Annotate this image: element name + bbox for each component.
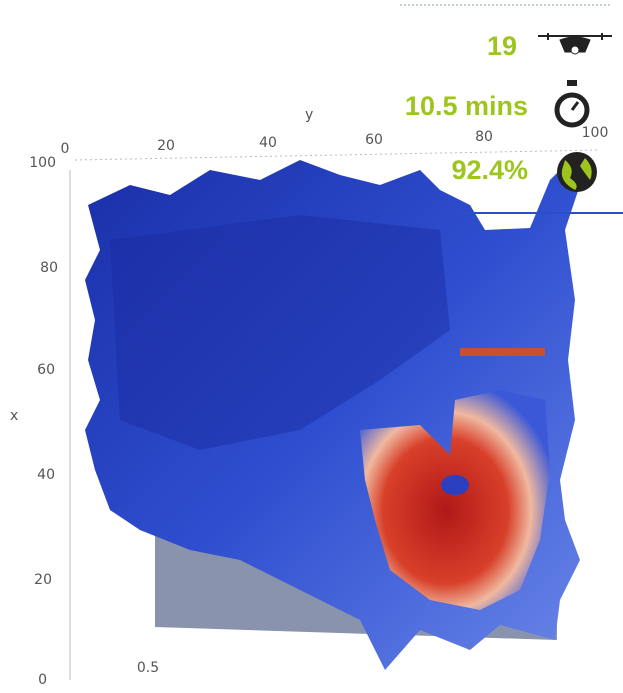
x-tick-label: 20	[34, 572, 52, 588]
x-tick-label: 0	[38, 672, 47, 688]
drone-count: 19	[487, 31, 517, 61]
y-tick-label: 20	[157, 138, 175, 154]
plot-screenshot: y x 0 20 40 60 80 100 100 80 60 40 20 0 …	[0, 0, 623, 693]
flight-time: 10.5 mins	[405, 91, 528, 121]
surface-ridge	[460, 348, 545, 356]
stopwatch-icon	[557, 80, 587, 125]
y-tick-label: 100	[582, 125, 609, 141]
x-axis-label: x	[10, 408, 18, 424]
surface-hole	[441, 475, 469, 495]
x-tick-label: 80	[40, 260, 58, 276]
y-tick-label: 80	[475, 129, 493, 145]
x-tick-label: 40	[37, 467, 55, 483]
y-tick-label: 0	[61, 141, 70, 157]
drone-icon	[538, 33, 612, 54]
x-tick-label: 60	[37, 362, 55, 378]
coverage: 92.4%	[451, 155, 528, 185]
y-axis-label: y	[305, 107, 313, 123]
y-tick-label: 60	[365, 132, 383, 148]
z-tick-label: 0.5	[137, 660, 159, 676]
globe-icon	[557, 152, 597, 192]
y-tick-label: 40	[259, 135, 277, 151]
x-tick-label: 100	[29, 155, 56, 171]
